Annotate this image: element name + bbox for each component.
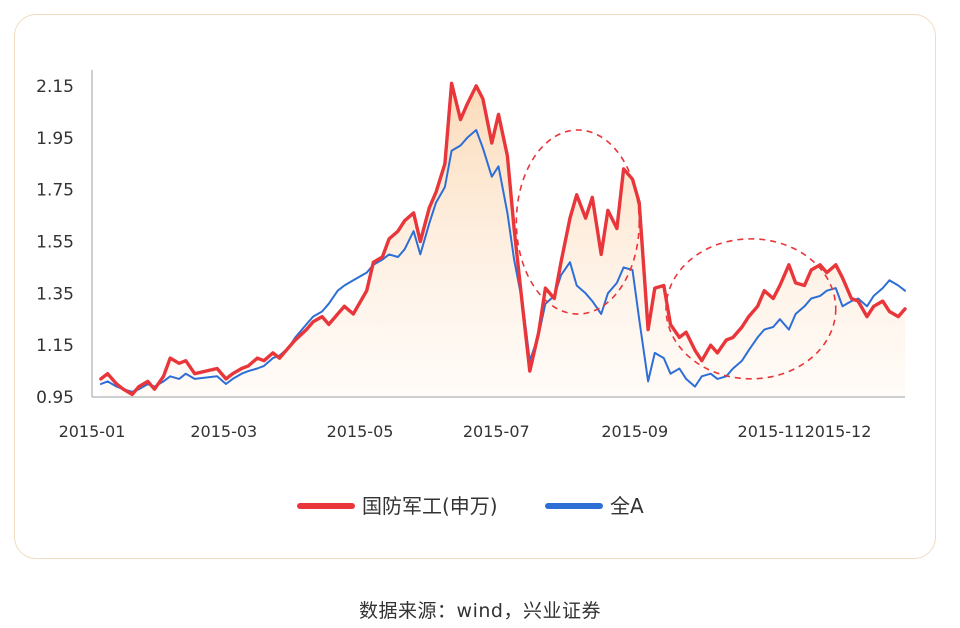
x-tick-label: 2015-09 xyxy=(601,422,668,441)
y-tick-label: 1.95 xyxy=(36,129,74,149)
highlight-ellipse-1 xyxy=(515,129,641,315)
y-tick-label: 1.75 xyxy=(36,181,74,201)
defense-area-fill xyxy=(100,83,905,398)
x-tick-label: 2015-03 xyxy=(190,422,257,441)
series-line-all-a xyxy=(99,129,906,393)
x-tick-label: 2015-12 xyxy=(805,422,872,441)
legend-item-defense-label: 国防军工(申万) xyxy=(362,494,498,518)
legend-item-all-a-label: 全A xyxy=(610,494,644,518)
series-line-defense xyxy=(99,81,907,397)
y-tick-label: 2.15 xyxy=(36,77,74,97)
x-tick-label: 2015-07 xyxy=(463,422,530,441)
y-tick-label: 1.35 xyxy=(36,284,74,304)
y-tick-label: 1.55 xyxy=(36,232,74,252)
data-source-note: 数据来源：wind，兴业证券 xyxy=(359,600,601,622)
y-tick-label: 1.15 xyxy=(36,336,74,356)
x-tick-label: 2015-01 xyxy=(59,422,126,441)
x-tick-label: 2015-11 xyxy=(738,422,805,441)
x-tick-label: 2015-05 xyxy=(327,422,394,441)
highlight-ellipse-2 xyxy=(665,238,837,380)
y-tick-label: 0.95 xyxy=(36,388,74,408)
